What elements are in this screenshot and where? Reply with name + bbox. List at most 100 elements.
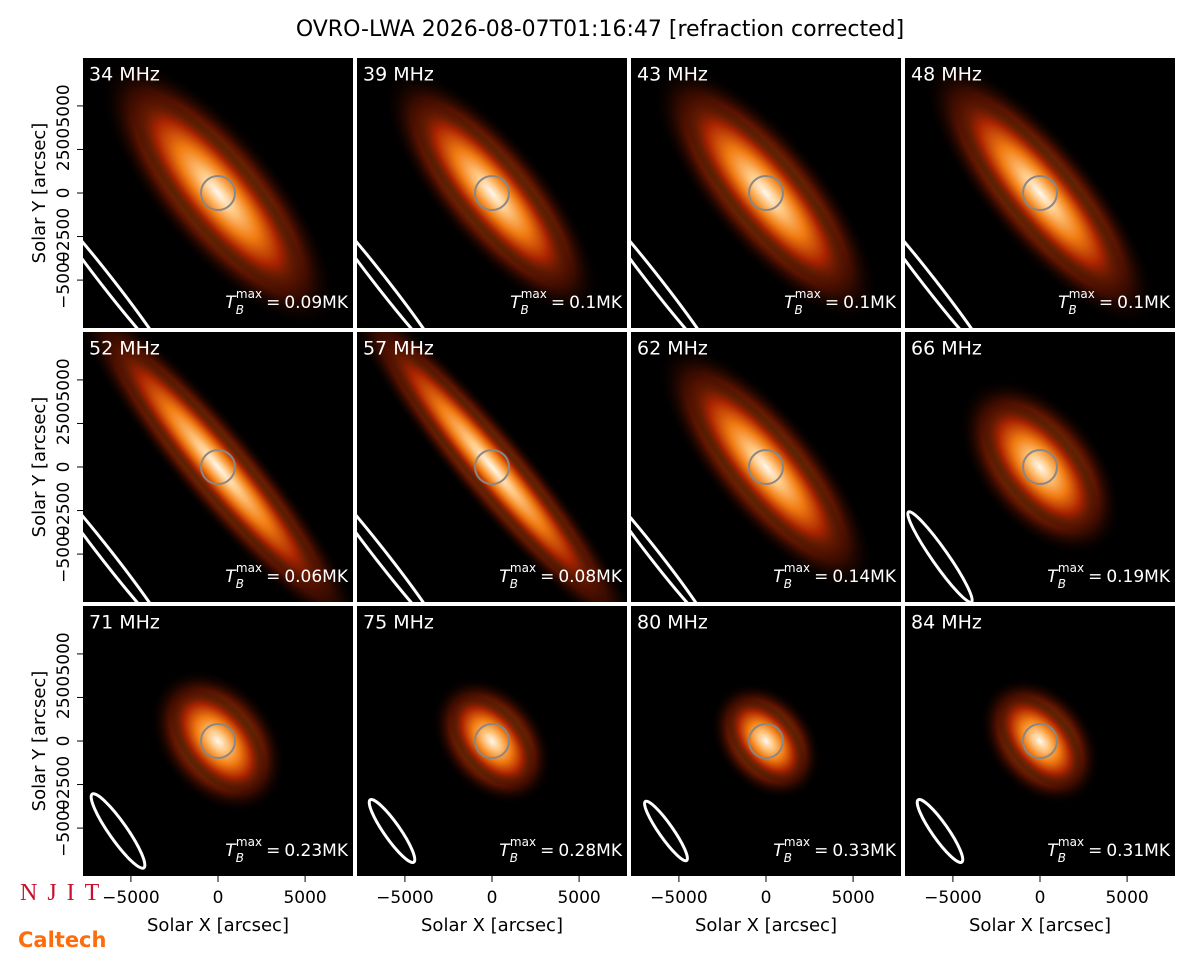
tb-max: 0.1MK: [1117, 293, 1171, 313]
panel: 62 MHz TBmax = 0.14MK: [631, 332, 901, 602]
tb-symbol: T: [1058, 293, 1070, 313]
emission: [378, 332, 606, 602]
y-axis-label: Solar Y [arcsec]: [29, 123, 50, 264]
tb-sup: max: [236, 287, 262, 301]
tb-max-label: TBmax = 0.33MK: [773, 835, 897, 865]
tb-eq: =: [814, 841, 828, 861]
tb-sub: B: [784, 577, 792, 591]
y-tick-label: −5000: [54, 799, 74, 857]
frequency-label: 71 MHz: [89, 612, 160, 634]
x-tick-label: −5000: [650, 888, 708, 908]
tb-sub: B: [236, 577, 244, 591]
y-tick-label: 5000: [54, 632, 74, 675]
solar-disk: [200, 175, 236, 211]
tb-sub: B: [510, 577, 518, 591]
tb-max: 0.06MK: [284, 567, 349, 587]
tb-sup: max: [521, 287, 547, 301]
tb-sup: max: [1058, 561, 1084, 575]
figure-title: OVRO-LWA 2026-08-07T01:16:47 [refraction…: [296, 17, 904, 42]
tb-max: 0.1MK: [569, 293, 623, 313]
frequency-label: 80 MHz: [637, 612, 708, 634]
x-tick-label: 5000: [283, 888, 326, 908]
x-axis-label: Solar X [arcsec]: [147, 915, 289, 936]
tb-symbol: T: [510, 293, 522, 313]
emission: [448, 694, 536, 788]
beam: [906, 510, 974, 602]
njit-logo: NJIT: [20, 880, 109, 906]
frequency-label: 39 MHz: [363, 64, 434, 86]
emission: [684, 372, 848, 562]
frequency-label: 75 MHz: [363, 612, 434, 634]
tb-sup: max: [510, 561, 536, 575]
tb-max: 0.09MK: [284, 293, 349, 313]
tb-max-label: TBmax = 0.14MK: [773, 561, 897, 591]
tb-sub: B: [1058, 851, 1066, 865]
emission: [106, 335, 330, 599]
x-tick-label: −5000: [102, 888, 160, 908]
tb-symbol: T: [499, 567, 511, 587]
tb-eq: =: [825, 293, 839, 313]
tb-max: 0.08MK: [558, 567, 623, 587]
emission: [980, 401, 1100, 533]
beam: [631, 206, 717, 328]
tb-eq: =: [266, 841, 280, 861]
tb-sub: B: [1069, 303, 1077, 317]
solar-disk: [748, 175, 784, 211]
emission: [129, 90, 307, 296]
y-axis-label: Solar Y [arcsec]: [29, 397, 50, 538]
y-tick-label: −2500: [54, 482, 74, 540]
beam: [357, 206, 443, 328]
x-tick-label: 5000: [831, 888, 874, 908]
frequency-label: 48 MHz: [911, 64, 982, 86]
solar-disk: [748, 449, 784, 485]
y-tick-label: 2500: [54, 128, 74, 171]
tb-max-label: TBmax = 0.28MK: [499, 835, 623, 865]
y-tick-label: −2500: [54, 756, 74, 814]
tb-sub: B: [1058, 577, 1066, 591]
beam: [83, 480, 169, 602]
emission: [996, 694, 1084, 788]
tb-eq: =: [1088, 841, 1102, 861]
beam: [89, 792, 147, 870]
tb-symbol: T: [784, 293, 796, 313]
x-tick-label: 5000: [1105, 888, 1148, 908]
tb-eq: =: [1088, 567, 1102, 587]
tb-max: 0.23MK: [284, 841, 349, 861]
tb-sub: B: [795, 303, 803, 317]
x-tick-label: 0: [487, 888, 498, 908]
y-tick-label: −5000: [54, 251, 74, 309]
emission: [169, 688, 267, 794]
tb-sup: max: [784, 561, 810, 575]
tb-sup: max: [236, 835, 262, 849]
x-tick-label: 5000: [557, 888, 600, 908]
tb-max: 0.31MK: [1106, 841, 1171, 861]
tb-max: 0.28MK: [558, 841, 623, 861]
tb-sup: max: [795, 287, 821, 301]
solar-disk: [1022, 449, 1058, 485]
tb-symbol: T: [225, 567, 237, 587]
beam: [83, 206, 169, 328]
frequency-label: 84 MHz: [911, 612, 982, 634]
x-axis-label: Solar X [arcsec]: [695, 915, 837, 936]
tb-max-label: TBmax = 0.1MK: [1058, 287, 1171, 317]
x-tick-label: 0: [213, 888, 224, 908]
emission: [681, 94, 851, 292]
tb-sub: B: [784, 851, 792, 865]
panel: 43 MHz TBmax = 0.1MK: [631, 58, 901, 328]
frequency-label: 34 MHz: [89, 64, 160, 86]
tb-max: 0.14MK: [832, 567, 897, 587]
beam: [915, 798, 965, 864]
solar-disk: [474, 449, 510, 485]
panel: 80 MHz TBmax = 0.33MK: [631, 606, 901, 876]
tb-eq: =: [814, 567, 828, 587]
x-tick-label: −5000: [924, 888, 982, 908]
x-tick-label: 0: [1035, 888, 1046, 908]
solar-disk: [200, 723, 236, 759]
tb-eq: =: [266, 293, 280, 313]
y-tick-label: −5000: [54, 525, 74, 583]
panel: 52 MHz TBmax = 0.06MK: [83, 332, 353, 602]
tb-eq: =: [551, 293, 565, 313]
tb-max-label: TBmax = 0.1MK: [784, 287, 897, 317]
panel: 39 MHz TBmax = 0.1MK: [357, 58, 627, 328]
